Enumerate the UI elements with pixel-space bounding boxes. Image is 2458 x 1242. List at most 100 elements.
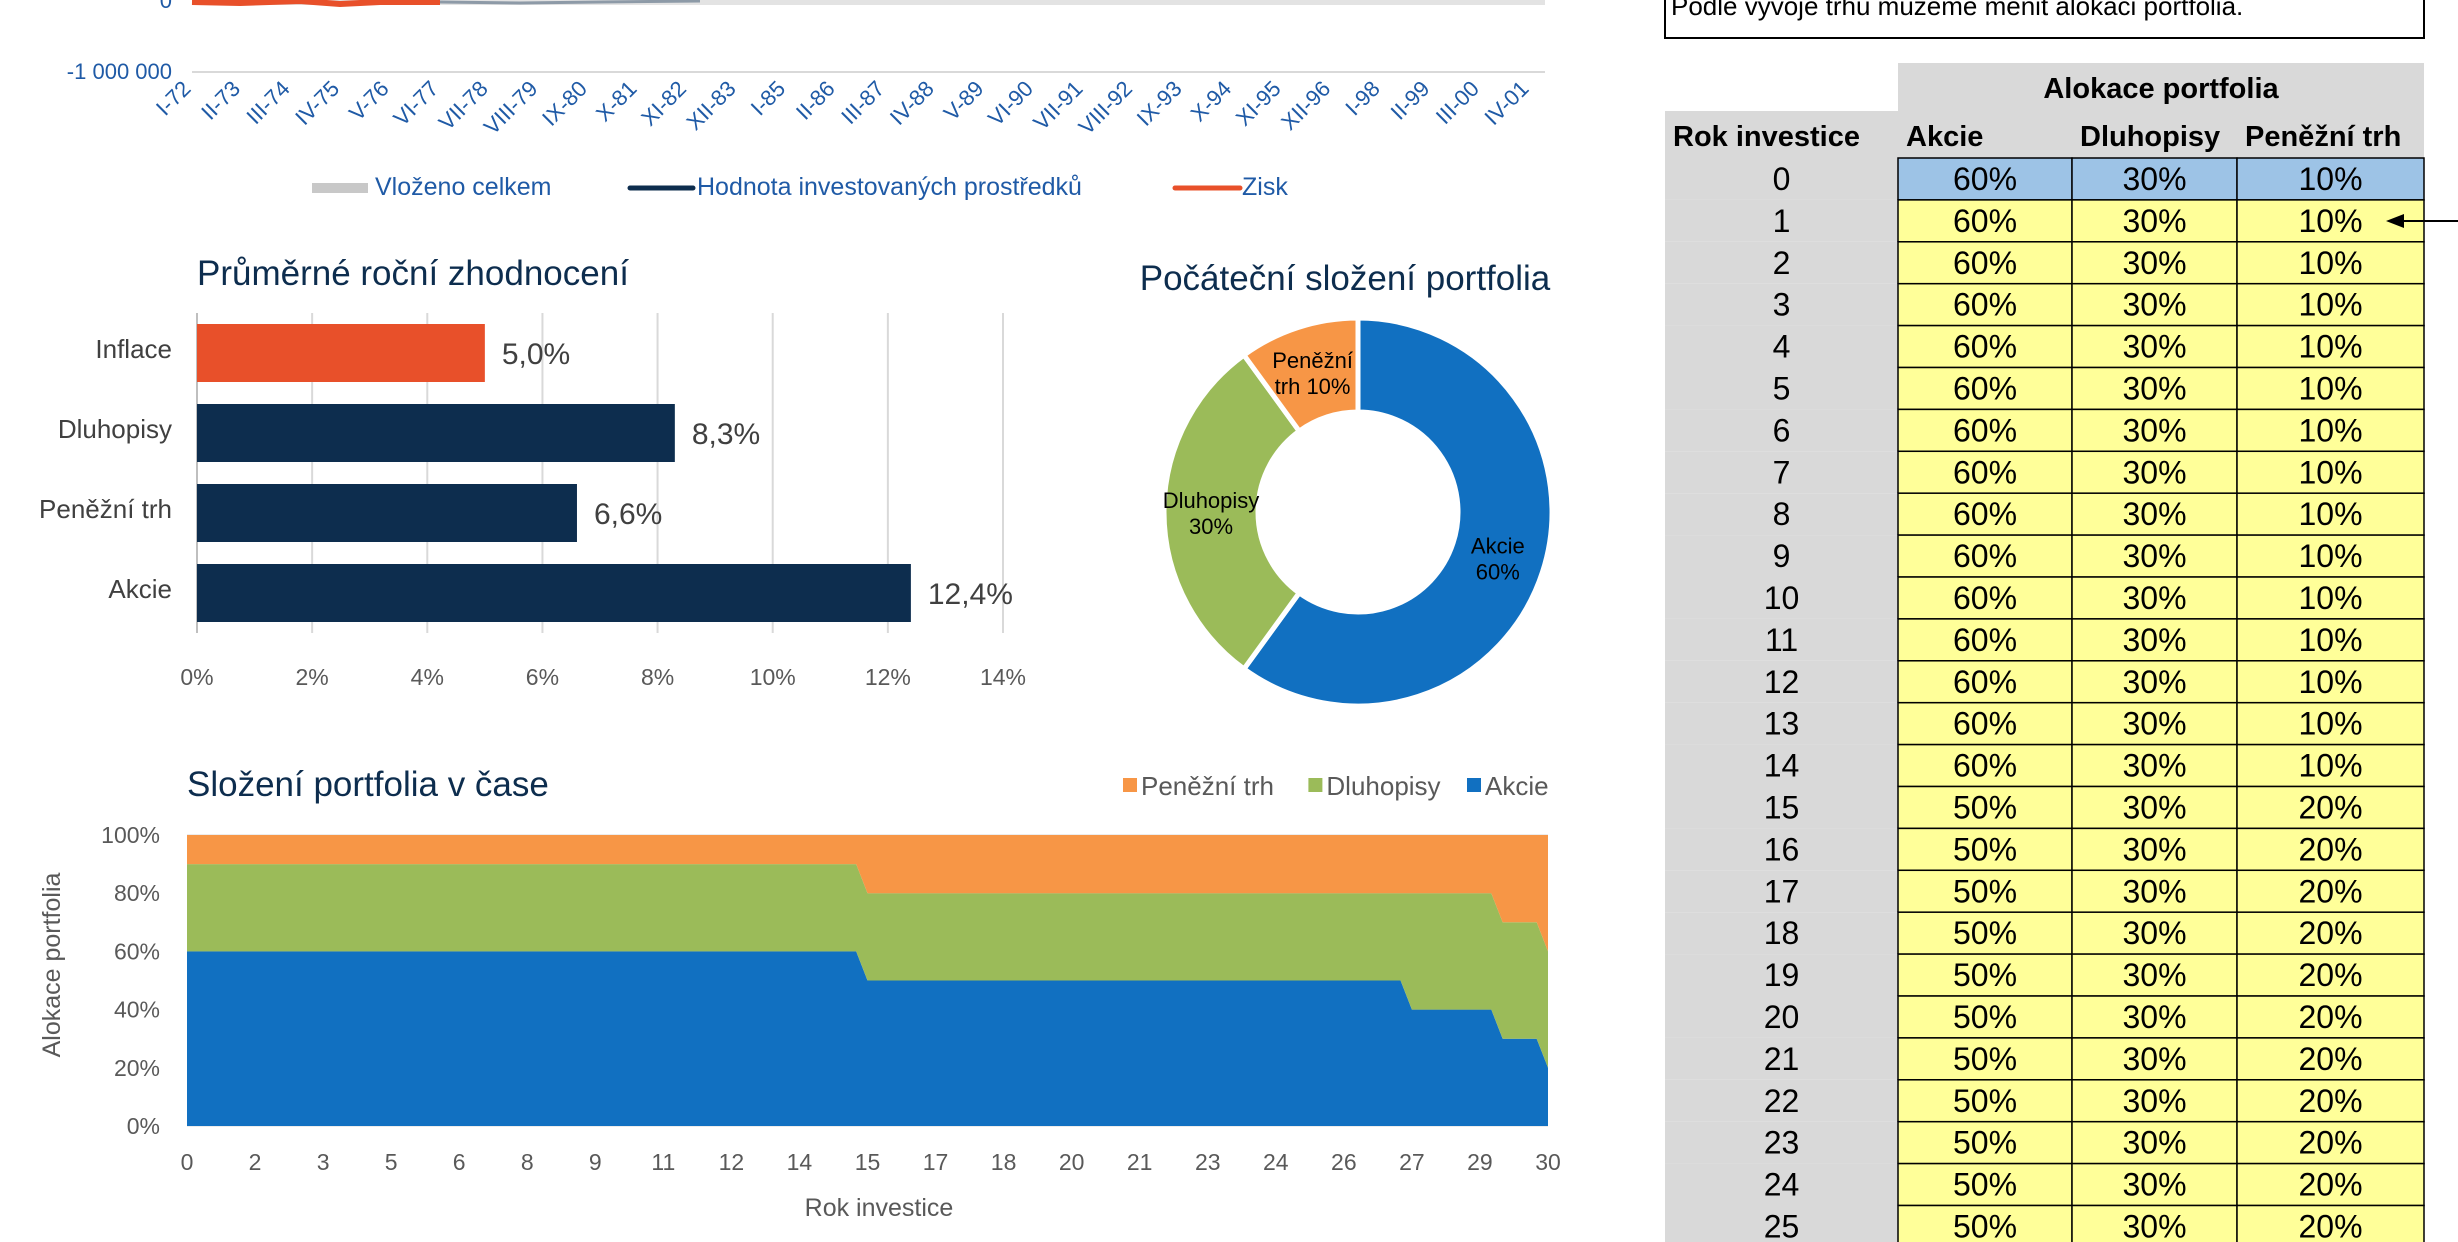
table-value-cell	[1897, 1204, 2073, 1242]
table-value-cell	[2236, 408, 2425, 453]
table-cell-text: 1	[1773, 203, 1791, 239]
table-year-cell	[1665, 744, 1898, 787]
donut-slice	[1161, 351, 1303, 673]
table-cell-text: 30%	[2122, 1083, 2186, 1119]
table-cell-text: 5	[1773, 370, 1791, 406]
table-cell-text: 30%	[2122, 664, 2186, 700]
table-cell-text: 60%	[1953, 370, 2017, 406]
table-cell-text: 20%	[2298, 873, 2362, 909]
table-year-cell	[1665, 199, 1898, 242]
table-value-cell	[1897, 199, 2073, 243]
area-x-tick-label: 8	[521, 1149, 534, 1175]
table-cell-text: 8	[1773, 496, 1791, 532]
top-x-tick-label: IX-93	[1132, 76, 1187, 131]
bar	[197, 324, 485, 382]
table-value-cell	[2071, 743, 2238, 788]
bar-x-tick-label: 4%	[411, 664, 444, 690]
table-value-cell	[2236, 1079, 2425, 1123]
table-cell-text: 30%	[2122, 454, 2186, 490]
donut-chart-title: Počáteční složení portfolia	[1140, 259, 1551, 298]
table-cell-text: 9	[1773, 538, 1791, 574]
table-value-cell	[2236, 1120, 2425, 1165]
top-x-tick-label: IX-80	[537, 76, 592, 131]
table-column-header: Akcie	[1906, 121, 1983, 153]
table-value-cell	[2071, 534, 2238, 578]
top-x-tick-label: II-73	[196, 76, 245, 125]
table-cell-text: 60%	[1953, 580, 2017, 616]
table-value-cell	[1897, 995, 2073, 1039]
table-year-cell	[1665, 283, 1898, 326]
table-cell-text: 30%	[2122, 873, 2186, 909]
area-chart-legend: Peněžní trh Dluhopisy Akcie	[1123, 771, 1549, 801]
bar-x-tick-label: 8%	[641, 664, 674, 690]
table-value-cell	[2236, 1162, 2425, 1207]
table-cell-text: 30%	[2122, 1208, 2186, 1242]
donut-label-line2: 30%	[1189, 514, 1233, 539]
top-x-tick-label: VI-90	[983, 76, 1038, 131]
table-year-cell	[1665, 1121, 1898, 1164]
top-x-tick-label: X-94	[1186, 76, 1237, 127]
area-x-tick-label: 23	[1195, 1149, 1221, 1175]
table-year-cell	[1665, 912, 1898, 955]
table-column-header: Rok investice	[1673, 121, 1860, 153]
area-y-tick-label: 100%	[101, 822, 160, 848]
table-cell-text: 10%	[2298, 664, 2362, 700]
bar-value-label: 12,4%	[928, 578, 1013, 611]
table-cell-text: 10%	[2298, 622, 2362, 658]
area-x-tick-label: 24	[1263, 1149, 1289, 1175]
table-year-cell	[1665, 786, 1898, 829]
area-x-tick-label: 0	[181, 1149, 194, 1175]
area-x-tick-label: 15	[855, 1149, 881, 1175]
bar-value-label: 8,3%	[692, 418, 760, 451]
table-cell-text: 12	[1764, 664, 1800, 700]
table-cell-text: 20%	[2298, 1167, 2362, 1203]
table-cell-text: 20%	[2298, 831, 2362, 867]
area-x-tick-label: 11	[651, 1149, 675, 1175]
table-cell-text: 60%	[1953, 245, 2017, 281]
table-group-header: Alokace portfolia	[2043, 73, 2279, 105]
table-cell-text: 25	[1764, 1208, 1800, 1242]
table-cell-text: 10%	[2298, 496, 2362, 532]
table-cell-text: 10%	[2298, 412, 2362, 448]
table-value-cell	[2236, 953, 2425, 997]
table-value-cell	[2236, 157, 2425, 201]
table-value-cell	[2071, 785, 2238, 830]
area-y-tick-label: 40%	[114, 997, 160, 1023]
donut-slices	[1161, 315, 1555, 709]
area-y-tick-label: 20%	[114, 1055, 160, 1081]
table-cell-text: 10%	[2298, 538, 2362, 574]
area-y-tick-label: 0%	[127, 1113, 160, 1139]
table-cell-text: 16	[1764, 831, 1800, 867]
table-year-cell	[1665, 451, 1898, 494]
table-value-cell	[1897, 827, 2073, 872]
table-cell-text: 20%	[2298, 1125, 2362, 1161]
bar-chart: Průměrné roční zhodnocení 5,0% 8,3% 6,6% 12…	[39, 254, 1026, 690]
table-cell-text: 50%	[1953, 915, 2017, 951]
bar-chart-x-tick-labels: 0% 2% 4% 6% 8% 10% 12% 14%	[180, 664, 1026, 690]
table-cell-text: 50%	[1953, 999, 2017, 1035]
table-cell-text: 30%	[2122, 1125, 2186, 1161]
top-legend: Vloženo celkem Hodnota investovaných pro…	[312, 173, 1288, 201]
table-cell-text: 50%	[1953, 831, 2017, 867]
top-x-tick-label: XII-83	[681, 76, 740, 135]
table-value-cell	[2071, 1162, 2238, 1207]
table-value-cell	[2071, 366, 2238, 411]
bar-x-tick-label: 14%	[980, 664, 1026, 690]
table-group-header-bg	[1898, 63, 2424, 111]
top-x-tick-label: I-85	[746, 76, 790, 120]
table-cell-text: 23	[1764, 1125, 1800, 1161]
area-chart-series	[187, 835, 1548, 1126]
top-x-tick-label: III-74	[242, 76, 295, 129]
table-cell-text: 10%	[2298, 287, 2362, 323]
bar	[197, 484, 577, 542]
table-cell-text: 30%	[2122, 1167, 2186, 1203]
top-x-tick-label: IV-88	[885, 76, 939, 130]
table-value-cell	[2071, 911, 2238, 955]
area-x-tick-label: 6	[453, 1149, 466, 1175]
table-cell-text: 60%	[1953, 161, 2017, 197]
top-x-tick-label: IV-75	[290, 76, 344, 130]
table-value-cell	[2236, 492, 2425, 536]
table-value-cell	[1897, 1120, 2073, 1165]
table-cell-text: 20%	[2298, 1041, 2362, 1077]
